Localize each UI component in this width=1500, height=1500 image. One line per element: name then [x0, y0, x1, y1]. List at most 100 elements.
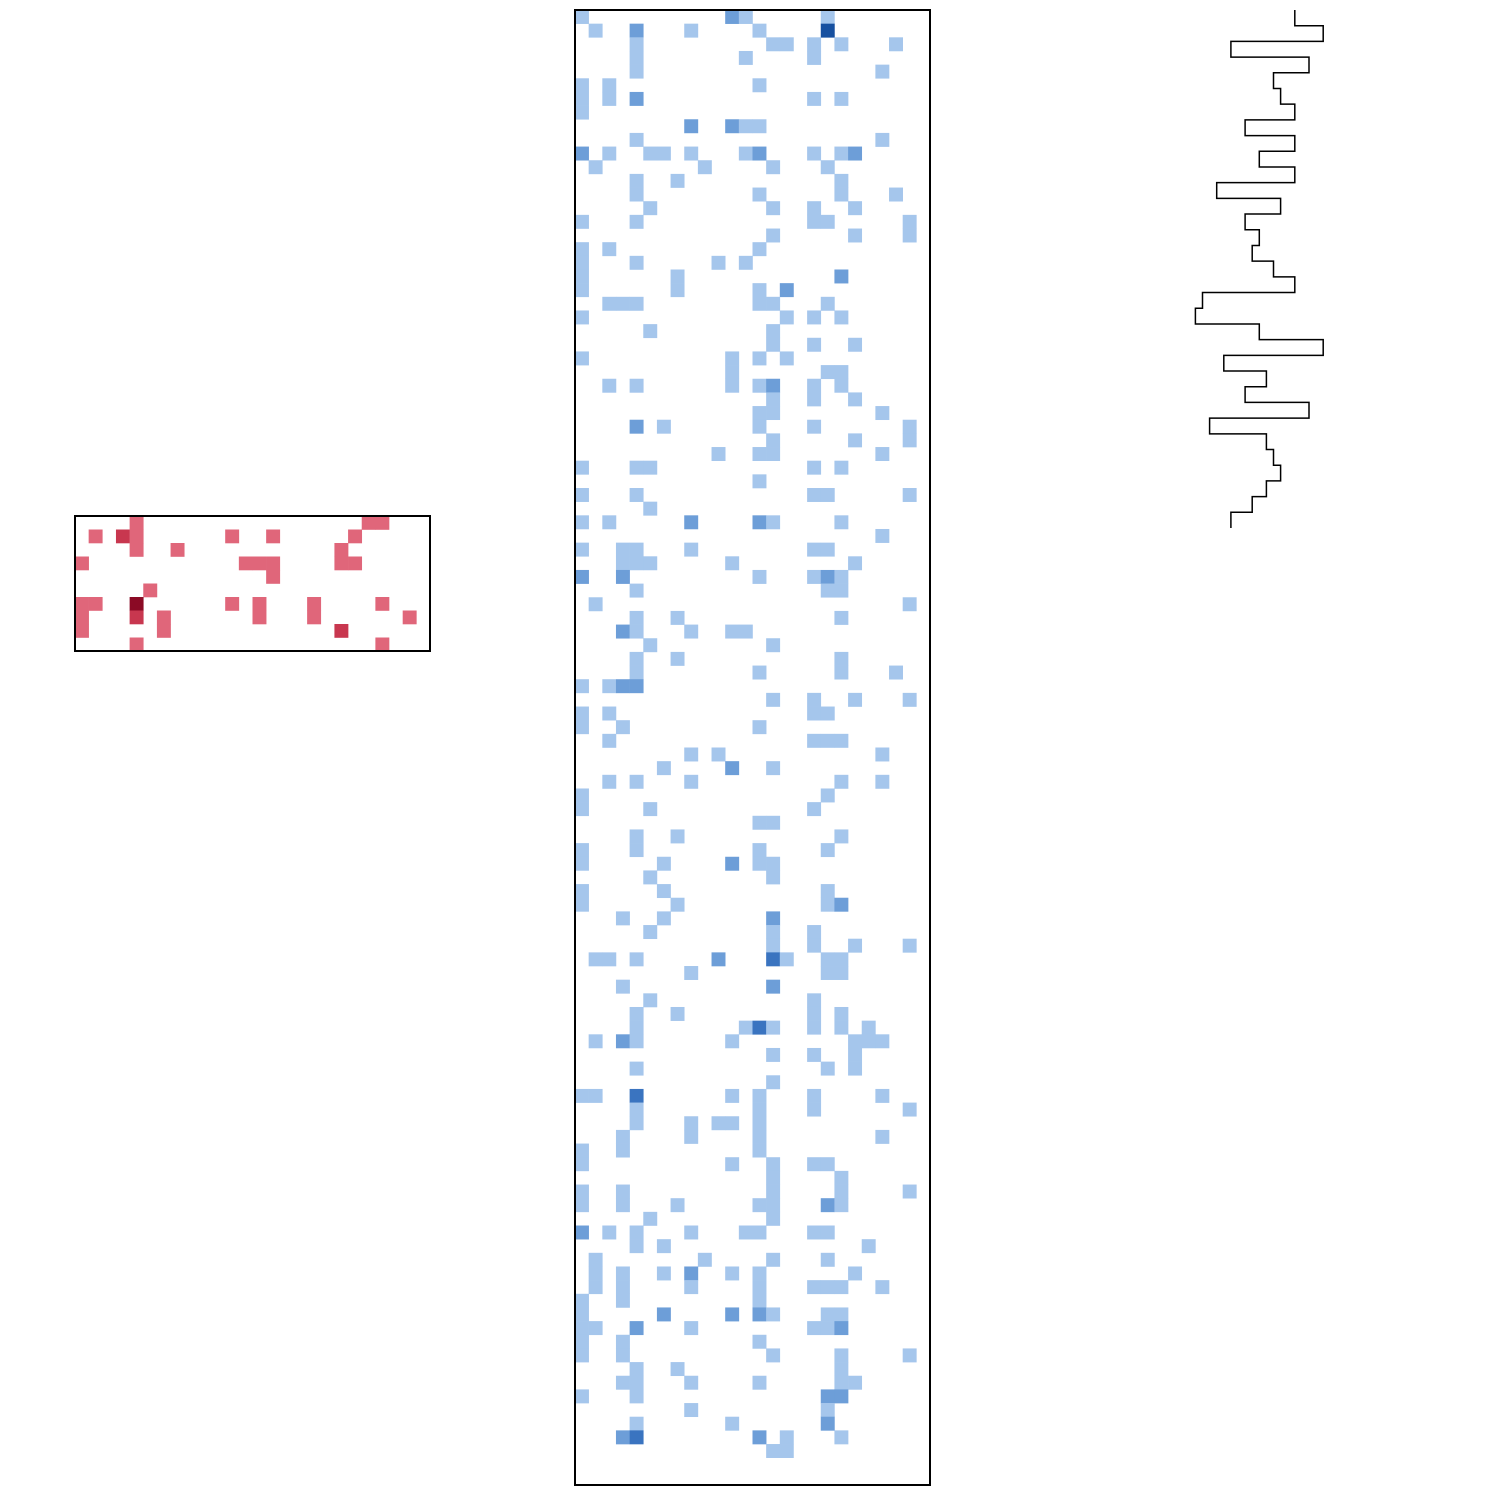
- blue-heatmap-cell: [725, 10, 740, 24]
- blue-heatmap-cell: [752, 843, 767, 858]
- blue-heatmap-cell: [670, 173, 685, 188]
- blue-heatmap-cell: [575, 1143, 589, 1158]
- blue-heatmap-cell: [670, 1198, 685, 1213]
- red-heatmap-cell: [348, 529, 363, 544]
- blue-heatmap-cell: [834, 1006, 849, 1021]
- blue-heatmap-cell: [684, 542, 699, 557]
- blue-heatmap-cell: [575, 255, 589, 270]
- blue-heatmap-cell: [820, 884, 835, 899]
- blue-heatmap-cell: [602, 1225, 617, 1240]
- blue-heatmap-cell: [629, 50, 644, 65]
- blue-heatmap-cell: [902, 488, 917, 502]
- blue-heatmap-cell: [629, 651, 644, 666]
- blue-heatmap-cell: [575, 542, 589, 557]
- blue-heatmap-cell: [643, 993, 658, 1008]
- red-heatmap-cell: [375, 637, 390, 652]
- blue-heatmap-cell: [875, 1280, 890, 1295]
- blue-heatmap-cell: [602, 296, 617, 311]
- blue-heatmap-cell: [820, 1389, 835, 1404]
- blue-heatmap-cell: [766, 1348, 781, 1363]
- red-heatmap-frame: [74, 515, 431, 652]
- blue-heatmap-cell: [766, 692, 781, 707]
- blue-heatmap-cell: [848, 228, 863, 243]
- blue-heatmap-cell: [752, 1020, 767, 1035]
- blue-heatmap-cell: [848, 201, 863, 216]
- blue-heatmap-cell: [575, 91, 589, 106]
- blue-heatmap-cell: [575, 146, 589, 161]
- red-heatmap-cell: [170, 543, 185, 557]
- blue-heatmap-cell: [656, 146, 671, 161]
- blue-heatmap-cell: [629, 1389, 644, 1404]
- blue-heatmap-cell: [834, 583, 849, 598]
- blue-heatmap-cell: [643, 802, 658, 817]
- blue-heatmap-cell: [643, 556, 658, 571]
- blue-heatmap-cell: [629, 1006, 644, 1021]
- blue-heatmap-cell: [834, 829, 849, 844]
- red-heatmap-cell: [225, 597, 240, 611]
- blue-heatmap-cell: [629, 1034, 644, 1049]
- blue-heatmap-cell: [643, 201, 658, 216]
- blue-heatmap-cell: [834, 897, 849, 912]
- blue-heatmap-cell: [725, 1416, 740, 1431]
- blue-heatmap-cell: [807, 993, 822, 1008]
- blue-heatmap-cell: [575, 1198, 589, 1213]
- blue-heatmap-cell: [861, 1239, 876, 1254]
- red-heatmap-cell: [266, 556, 281, 571]
- blue-heatmap-cell: [602, 78, 617, 93]
- blue-heatmap-cell: [725, 856, 740, 871]
- blue-heatmap-cell: [615, 1184, 630, 1199]
- blue-heatmap-cell: [820, 1280, 835, 1295]
- blue-heatmap-cell: [807, 460, 822, 475]
- blue-heatmap-cell: [834, 1170, 849, 1185]
- blue-heatmap-cell: [588, 23, 603, 38]
- blue-heatmap-cell: [807, 1225, 822, 1240]
- blue-heatmap-cell: [752, 720, 767, 735]
- blue-heatmap-cell: [752, 1102, 767, 1117]
- blue-heatmap-cell: [643, 324, 658, 339]
- blue-heatmap-cell: [629, 1362, 644, 1377]
- blue-heatmap-cell: [738, 624, 753, 639]
- blue-heatmap-cell: [656, 911, 671, 926]
- blue-heatmap-cell: [575, 788, 589, 803]
- blue-heatmap-cell: [848, 337, 863, 352]
- blue-heatmap-cell: [834, 269, 849, 284]
- blue-heatmap-cell: [902, 1102, 917, 1117]
- blue-heatmap-cell: [766, 201, 781, 216]
- blue-heatmap-cell: [875, 528, 890, 543]
- blue-heatmap-cell: [752, 419, 767, 434]
- blue-heatmap-cell: [902, 938, 917, 953]
- blue-heatmap-cell: [820, 1403, 835, 1418]
- blue-heatmap-cell: [834, 91, 849, 106]
- blue-heatmap-cell: [752, 23, 767, 38]
- blue-heatmap-cell: [738, 1020, 753, 1035]
- blue-heatmap-cell: [575, 10, 589, 24]
- blue-heatmap-cell: [834, 365, 849, 380]
- blue-heatmap-cell: [834, 146, 849, 161]
- blue-heatmap-cell: [602, 679, 617, 694]
- blue-heatmap-cell: [807, 1047, 822, 1062]
- blue-heatmap-cell: [834, 966, 849, 980]
- blue-heatmap-cell: [684, 119, 699, 134]
- blue-heatmap-cell: [656, 1307, 671, 1322]
- blue-heatmap-cell: [575, 351, 589, 366]
- blue-heatmap-cell: [684, 747, 699, 762]
- blue-heatmap-cell: [766, 638, 781, 653]
- blue-heatmap-cell: [684, 1225, 699, 1240]
- blue-heatmap-cell: [615, 720, 630, 735]
- blue-heatmap-cell: [766, 761, 781, 776]
- blue-heatmap-cell: [588, 597, 603, 612]
- blue-heatmap-cell: [875, 132, 890, 147]
- blue-heatmap-cell: [711, 747, 726, 762]
- blue-heatmap-cell: [752, 1116, 767, 1131]
- blue-heatmap-cell: [629, 1061, 644, 1076]
- red-heatmap-cell: [361, 516, 376, 530]
- red-heatmap-cell: [348, 556, 363, 571]
- blue-heatmap-cell: [615, 1430, 630, 1445]
- blue-heatmap-cell: [629, 488, 644, 502]
- blue-heatmap-cell: [820, 488, 835, 502]
- blue-heatmap-cell: [834, 1307, 849, 1322]
- blue-heatmap-cell: [725, 1116, 740, 1131]
- blue-heatmap-cell: [629, 1088, 644, 1103]
- step-profile-line: [1194, 10, 1324, 528]
